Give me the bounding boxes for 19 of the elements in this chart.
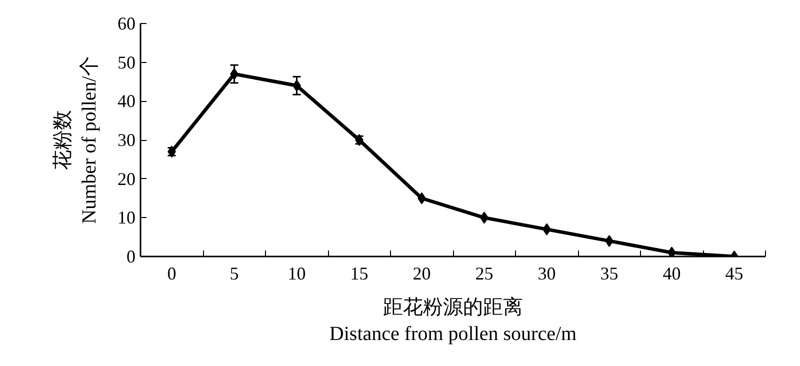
- x-tick-label: 45: [725, 264, 744, 284]
- x-tick-label: 10: [288, 264, 306, 284]
- y-tick-label: 30: [118, 130, 136, 150]
- y-tick-label: 20: [118, 168, 136, 189]
- x-tick-label: 5: [230, 264, 239, 284]
- y-tick-label: 40: [118, 91, 136, 112]
- x-tick-label: 15: [350, 264, 368, 284]
- x-tick-label: 35: [600, 264, 618, 284]
- y-axis-title: 花粉数 Number of pollen/个: [52, 56, 100, 224]
- x-tick-label: 20: [412, 264, 431, 284]
- x-tick-label: 0: [167, 264, 176, 284]
- y-tick-label: 0: [126, 246, 136, 266]
- y-tick-label: 10: [118, 208, 136, 228]
- y-tick-label: 60: [118, 14, 136, 34]
- x-tick-label: 30: [538, 264, 556, 284]
- y-tick-label: 50: [118, 52, 136, 72]
- x-axis-title: 距花粉源的距离 Distance from pollen source/m: [329, 296, 578, 345]
- x-tick-label: 25: [475, 264, 494, 284]
- x-tick-label: 40: [662, 264, 681, 284]
